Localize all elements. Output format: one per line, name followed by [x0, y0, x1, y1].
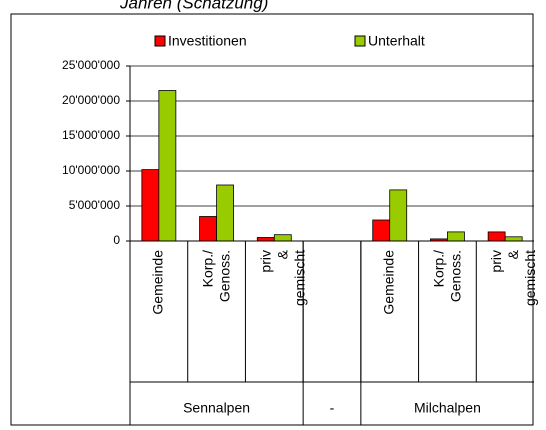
legend-label: Unterhalt — [368, 33, 425, 49]
x-tick-line: Genoss. — [447, 250, 463, 302]
bar — [273, 234, 292, 242]
x-tick-line: priv — [257, 250, 273, 273]
group-label: - — [330, 400, 335, 416]
legend-swatch — [354, 35, 366, 47]
x-tick-line: gemischt — [522, 250, 538, 306]
group-label: Sennalpen — [183, 400, 250, 416]
x-tick-label: Gemeinde — [380, 250, 396, 315]
x-tick-line: Genoss. — [216, 250, 232, 302]
y-tick-label: 0 — [113, 233, 120, 247]
bar — [199, 216, 217, 242]
y-tick-label: 20'000'000 — [62, 93, 120, 107]
x-tick-line: & — [274, 249, 290, 259]
x-tick-line: priv — [488, 250, 504, 273]
bar — [487, 231, 506, 242]
y-tick-label: 25'000'000 — [62, 58, 120, 72]
chart-title: Jahren (Schätzung) — [119, 0, 268, 12]
x-tick-line: & — [505, 249, 521, 259]
legend-swatch — [154, 35, 166, 47]
bar — [504, 236, 523, 242]
chart-frame — [10, 13, 534, 426]
bar — [372, 219, 391, 242]
x-tick-line: Korp./ — [199, 250, 215, 287]
y-tick-label: 10'000'000 — [62, 163, 120, 177]
bar — [216, 184, 234, 242]
x-tick-label: Korp./Genoss. — [199, 250, 232, 302]
y-tick-label: 5'000'000 — [69, 198, 121, 212]
bar — [141, 169, 160, 242]
y-tick-label: 15'000'000 — [62, 128, 120, 142]
x-tick-label: priv&gemischt — [488, 249, 538, 306]
bar — [158, 90, 177, 242]
x-tick-label: Gemeinde — [150, 250, 166, 315]
bar — [389, 189, 408, 242]
legend-label: Investitionen — [168, 33, 247, 49]
x-tick-label: Korp./Genoss. — [430, 250, 463, 302]
bar — [256, 237, 275, 242]
group-label: Milchalpen — [414, 400, 481, 416]
x-tick-line: gemischt — [291, 250, 307, 306]
x-tick-line: Korp./ — [430, 250, 446, 287]
bar — [447, 231, 465, 242]
